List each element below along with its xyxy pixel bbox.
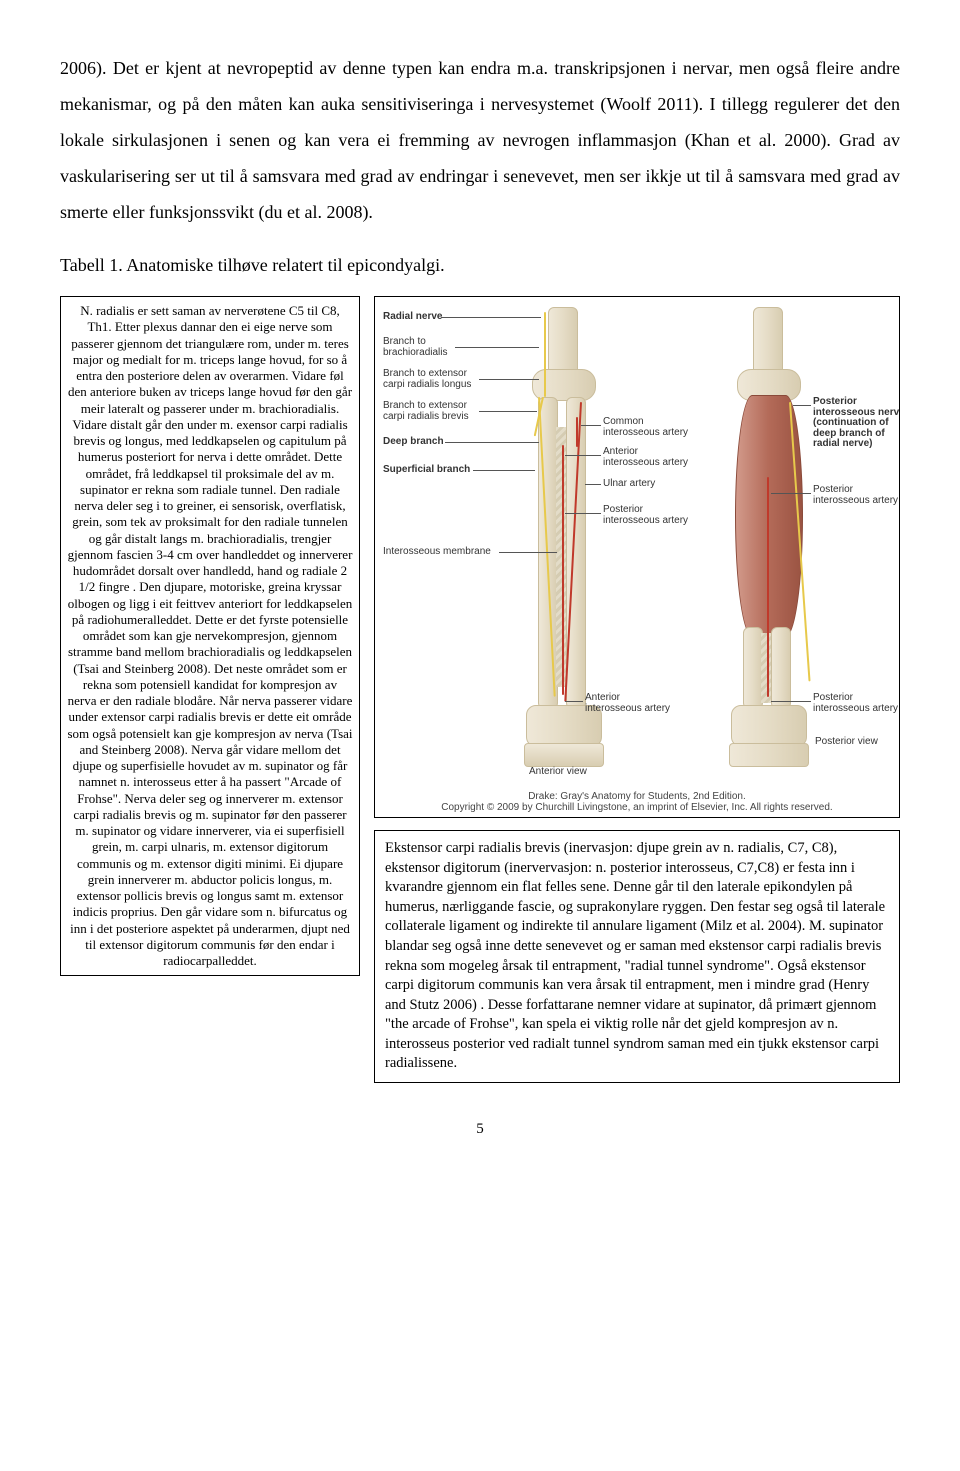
label-superficial-branch: Superficial branch: [383, 465, 470, 476]
label-branch-brachio: Branch to brachioradialis: [383, 337, 447, 358]
credit-line-1: Drake: Gray's Anatomy for Students, 2nd …: [528, 791, 746, 802]
right-column: Radial nerve Branch to brachioradialis B…: [374, 296, 900, 1083]
post-inter-artery-line: [767, 477, 769, 697]
lead-superficial-branch: [473, 470, 535, 471]
label-post-inter-artery-r1: Posterior interosseous artery: [813, 485, 898, 506]
figure-credit: Drake: Gray's Anatomy for Students, 2nd …: [375, 791, 899, 813]
figure-caption-box: Ekstensor carpi radialis brevis (inervas…: [374, 830, 900, 1083]
fingers-post: [729, 743, 809, 767]
lead-inter-membrane: [499, 552, 557, 553]
lead-common-inter-artery: [581, 425, 601, 426]
radius-post: [743, 627, 763, 709]
label-common-inter-artery: Common interosseous artery: [603, 417, 688, 438]
lead-post-inter-artery-l: [565, 513, 601, 514]
label-ulnar-artery: Ulnar artery: [603, 479, 655, 490]
left-text: N. radialis er sett saman av nerverøtene…: [67, 303, 353, 969]
figure-caption: Ekstensor carpi radialis brevis (inervas…: [385, 839, 889, 1074]
page-number: 5: [60, 1121, 900, 1138]
lead-branch-ecrl: [479, 379, 539, 380]
label-ant-inter-artery-b: Anterior interosseous artery: [585, 693, 670, 714]
lead-branch-brachio: [455, 347, 539, 348]
credit-line-2: Copyright © 2009 by Churchill Livingston…: [441, 802, 832, 813]
label-anterior-view: Anterior view: [529, 767, 587, 778]
interosseous-membrane-ant: [556, 427, 566, 687]
label-posterior-view: Posterior view: [815, 737, 878, 748]
two-column-layout: N. radialis er sett saman av nerverøtene…: [60, 296, 900, 1083]
label-post-inter-nerve: Posterior interosseous nerve (continuati…: [813, 397, 900, 450]
ulna-post: [771, 627, 791, 709]
table-title: Tabell 1. Anatomiske tilhøve relatert ti…: [60, 248, 900, 282]
lead-ant-inter-artery: [565, 455, 601, 456]
lead-deep-branch: [445, 442, 539, 443]
intro-paragraph: 2006). Det er kjent at nevropeptid av de…: [60, 50, 900, 230]
label-ant-inter-artery: Anterior interosseous artery: [603, 447, 688, 468]
label-deep-branch: Deep branch: [383, 437, 444, 448]
hand-post: [731, 705, 807, 747]
label-post-inter-artery-l: Posterior interosseous artery: [603, 505, 688, 526]
left-text-box: N. radialis er sett saman av nerverøtene…: [60, 296, 360, 976]
ant-inter-artery-line: [562, 445, 564, 695]
label-radial-nerve: Radial nerve: [383, 312, 442, 323]
lead-post-inter-artery-r2: [771, 701, 811, 702]
lead-ant-inter-artery-b: [565, 701, 583, 702]
lead-post-inter-nerve: [793, 405, 811, 406]
label-inter-membrane: Interosseous membrane: [383, 547, 491, 558]
lead-ulnar-artery: [585, 484, 601, 485]
label-branch-ecrl: Branch to extensor carpi radialis longus: [383, 369, 471, 390]
label-branch-ecrb: Branch to extensor carpi radialis brevis: [383, 401, 469, 422]
label-post-inter-artery-r2: Posterior interosseous artery: [813, 693, 898, 714]
interosseous-membrane-post: [761, 633, 771, 703]
lead-post-inter-artery-r1: [771, 493, 811, 494]
common-inter-artery-line: [576, 417, 578, 447]
anatomy-figure: Radial nerve Branch to brachioradialis B…: [374, 296, 900, 818]
lead-radial-nerve: [441, 317, 541, 318]
fingers-anterior: [524, 743, 604, 767]
radial-nerve-line: [544, 312, 546, 397]
lead-branch-ecrb: [479, 411, 537, 412]
